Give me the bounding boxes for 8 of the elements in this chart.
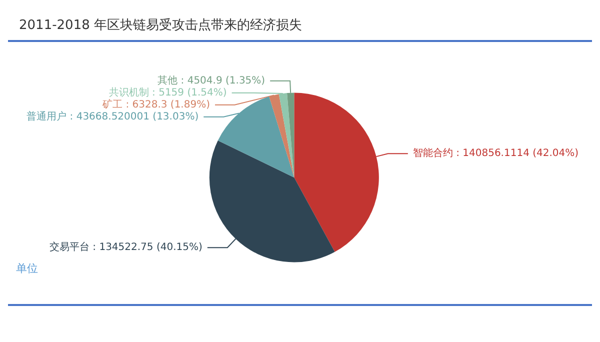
slice-label: 交易平台 : 134522.75 (40.15%) xyxy=(49,241,202,254)
slice-label: 普通用户 : 43668.520001 (13.03%) xyxy=(26,110,199,122)
slice-label: 智能合约 : 140856.1114 (42.04%) xyxy=(412,147,579,160)
slice-label: 矿工 : 6328.3 (1.89%) xyxy=(102,98,210,110)
slice-label: 共识机制 : 5159 (1.54%) xyxy=(108,86,227,98)
text: 单位 xyxy=(16,262,38,275)
chart-title: 2011-2018 年区块链易受攻击点带来的经济损失 xyxy=(19,18,302,33)
slice-label: 其他 : 4504.9 (1.35%) xyxy=(158,74,266,86)
